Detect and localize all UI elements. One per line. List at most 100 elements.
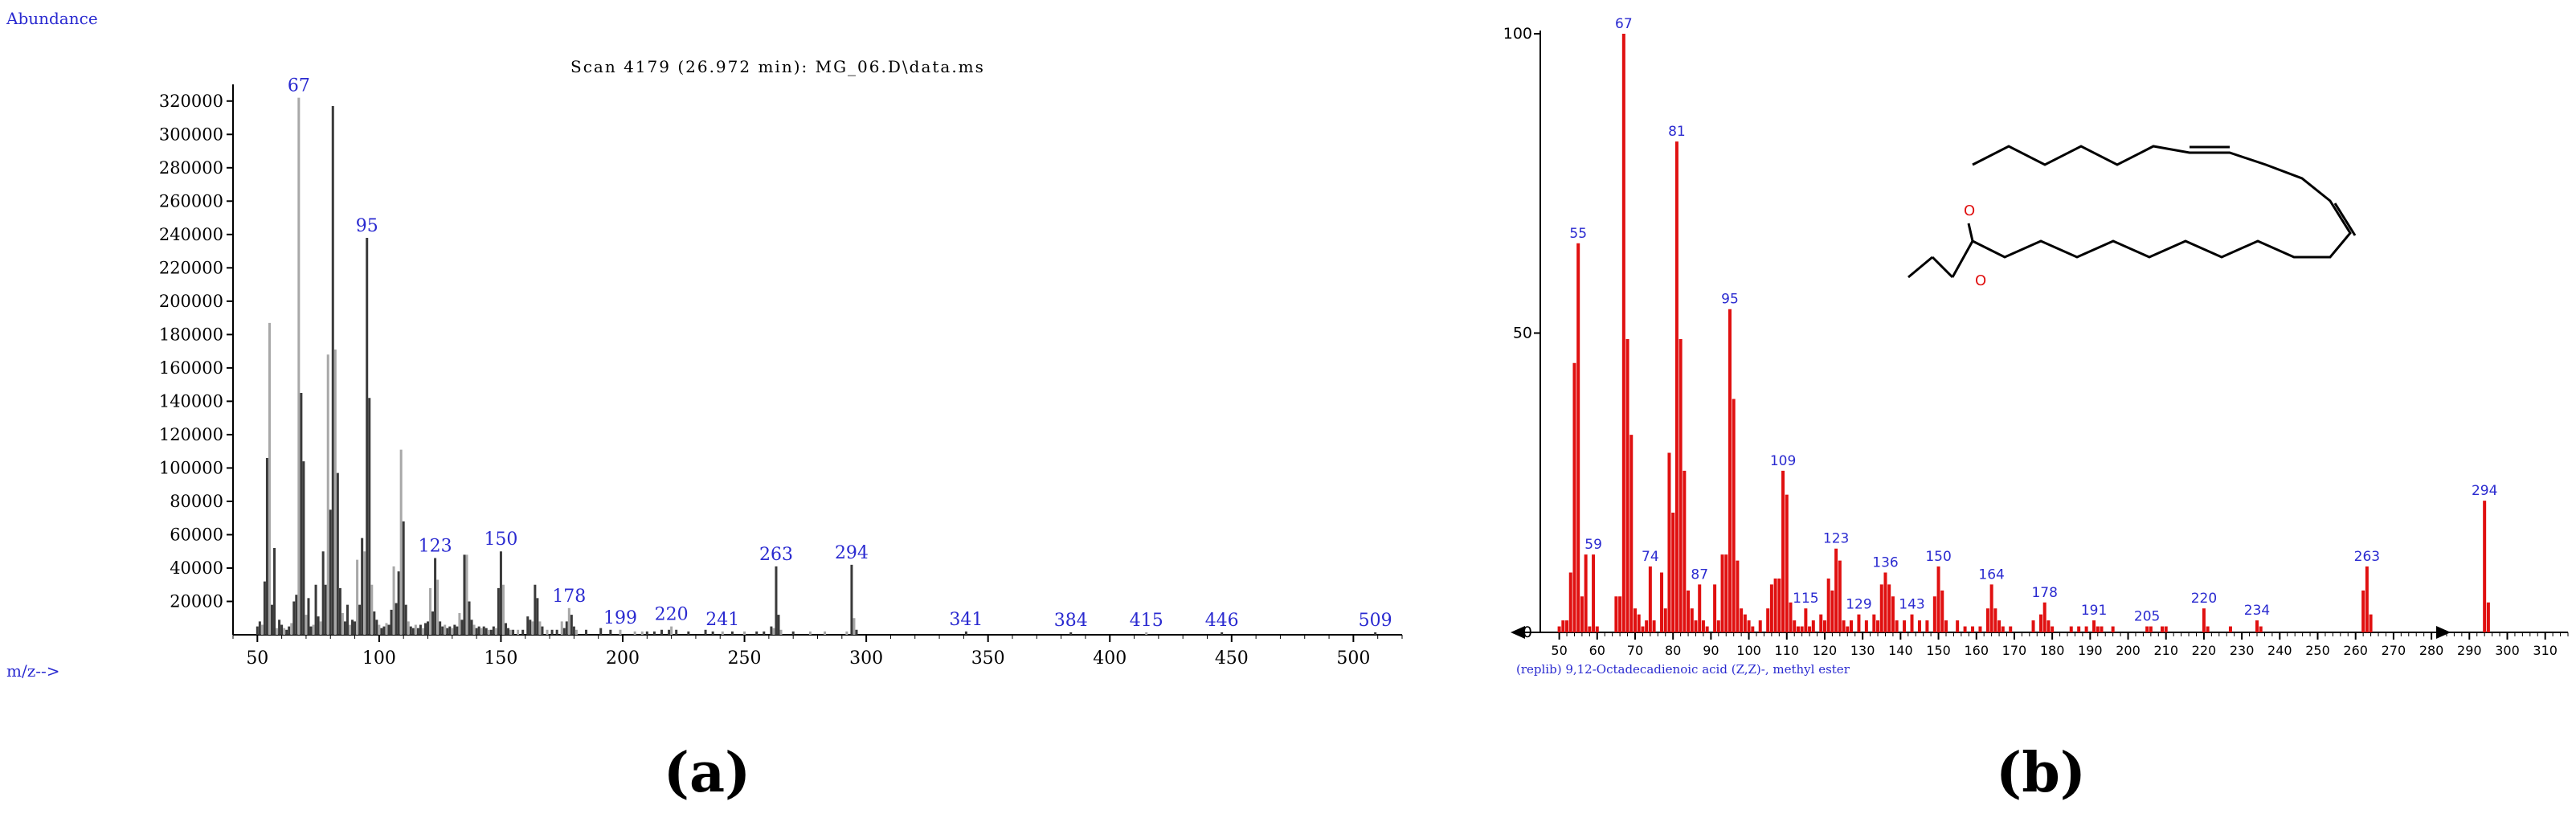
compound-caption-b: (replib) 9,12-Octadecadienoic acid (Z,Z)… (1516, 662, 1850, 677)
y-tick-label: 0 (1523, 624, 1532, 641)
x-tick-label: 50 (1551, 643, 1567, 658)
y-tick-label: 320000 (159, 92, 223, 111)
y-tick-label: 50 (1513, 325, 1532, 342)
peak-label: 178 (552, 587, 586, 607)
x-tick-label: 290 (2457, 643, 2482, 658)
x-tick-label: 500 (1336, 648, 1370, 669)
peak-label: 55 (1569, 226, 1587, 242)
peak-label: 220 (655, 605, 689, 625)
scroll-right-icon (2436, 626, 2451, 639)
x-ticks-a: 50 100 150 200 250 300 350 400 450 500 (232, 635, 1403, 669)
panel-label-a: (a) (664, 741, 750, 805)
x-tick-label: 150 (1926, 643, 1951, 658)
peak-label: 415 (1130, 611, 1163, 631)
peak-label: 294 (835, 543, 869, 563)
y-ticks-a: 20000 40000 60000 80000 100000 120000 140000 16… (159, 92, 233, 611)
peak-label: 263 (759, 545, 793, 565)
x-tick-label: 80 (1665, 643, 1681, 658)
y-tick-label: 20000 (170, 591, 223, 611)
peak-label: 341 (949, 610, 983, 630)
peak-label: 164 (1978, 566, 2004, 583)
panel-a: Abundance Scan 4179 (26.972 min): MG_06.… (6, 9, 1403, 681)
y-tick-label: 120000 (159, 425, 223, 444)
x-ticks-b: 50 60 70 80 90 100 110 120 130 140 150 160 170 180 190… (1551, 632, 2569, 658)
peak-label: 234 (2244, 603, 2270, 619)
x-tick-label: 230 (2230, 643, 2255, 658)
peak-label: 109 (1770, 453, 1796, 469)
peak-label: 191 (2081, 603, 2107, 619)
x-tick-label: 350 (971, 648, 1005, 669)
x-tick-label: 110 (1774, 643, 1799, 658)
peak-label: 95 (1721, 292, 1739, 308)
panel-b: 0 50 100 50 60 70 80 90 100 110 120 130 140 150 160 17… (1503, 16, 2569, 677)
peak-label: 143 (1899, 597, 1924, 613)
peak-label: 67 (1615, 16, 1633, 32)
peaks-a (256, 97, 1377, 635)
peak-label: 87 (1691, 566, 1708, 583)
x-tick-label: 280 (2419, 643, 2444, 658)
peak-label: 199 (603, 608, 637, 628)
x-tick-label: 210 (2153, 643, 2178, 658)
y-ticks-b: 0 50 100 (1503, 25, 1540, 641)
peak-labels-a: 67 95 123 150 178 199 220 241 263 294 341 384 415 446… (288, 76, 1392, 631)
peak-label: 59 (1584, 537, 1602, 553)
scroll-left-icon (1511, 626, 1525, 639)
x-tick-label: 120 (1813, 643, 1838, 658)
y-tick-label: 140000 (159, 391, 223, 411)
x-tick-label: 140 (1888, 643, 1913, 658)
carbonyl-oxygen-label: O (1964, 202, 1975, 219)
y-tick-label: 280000 (159, 158, 223, 178)
peak-label: 263 (2354, 549, 2380, 565)
peaks-b (1557, 34, 2490, 632)
peak-label: 294 (2472, 483, 2497, 499)
y-tick-label: 300000 (159, 125, 223, 144)
peak-label: 446 (1205, 611, 1239, 631)
peak-label: 129 (1846, 597, 1871, 613)
x-tick-label: 60 (1589, 643, 1605, 658)
panel-label-b: (b) (1996, 741, 2086, 805)
peak-label: 115 (1793, 591, 1818, 607)
peak-label: 220 (2191, 591, 2217, 607)
y-tick-label: 260000 (159, 191, 223, 211)
x-tick-label: 50 (246, 648, 268, 669)
y-tick-label: 80000 (170, 492, 223, 511)
peak-label: 81 (1668, 124, 1686, 140)
peak-label: 95 (356, 216, 378, 236)
y-tick-label: 220000 (159, 258, 223, 277)
y-tick-label: 200000 (159, 292, 223, 311)
peak-label: 150 (484, 530, 517, 550)
y-tick-label: 160000 (159, 358, 223, 378)
y-axis-title-a: Abundance (6, 9, 98, 28)
peak-label: 150 (1925, 549, 1951, 565)
y-tick-label: 100000 (159, 458, 223, 477)
molecular-structure (1907, 145, 2357, 279)
peak-label: 178 (2031, 585, 2057, 601)
peak-label: 136 (1872, 555, 1898, 571)
peak-label: 241 (705, 610, 739, 630)
x-tick-label: 90 (1703, 643, 1719, 658)
peak-label: 74 (1642, 549, 1659, 565)
x-tick-label: 250 (728, 648, 762, 669)
x-tick-label: 450 (1215, 648, 1249, 669)
peak-label: 67 (288, 76, 310, 96)
x-tick-label: 270 (2382, 643, 2406, 658)
x-tick-label: 100 (362, 648, 396, 669)
y-tick-label: 100 (1503, 25, 1532, 43)
y-tick-label: 240000 (159, 225, 223, 244)
x-tick-label: 70 (1627, 643, 1643, 658)
x-tick-label: 220 (2192, 643, 2217, 658)
x-tick-label: 200 (606, 648, 640, 669)
peak-label: 509 (1359, 611, 1392, 631)
x-tick-label: 160 (1964, 643, 1989, 658)
peak-labels-b: 55 59 67 74 81 87 95 109 115 123 129 136 143 150 164 17… (1569, 16, 2497, 625)
ester-oxygen-label: O (1975, 272, 1986, 289)
x-tick-label: 180 (2040, 643, 2065, 658)
peak-label: 123 (1823, 531, 1849, 547)
peak-label: 205 (2134, 609, 2160, 625)
x-tick-label: 310 (2533, 643, 2558, 658)
x-tick-label: 170 (2002, 643, 2027, 658)
y-tick-label: 180000 (159, 325, 223, 344)
y-tick-label: 60000 (170, 525, 223, 544)
x-tick-label: 400 (1093, 648, 1126, 669)
